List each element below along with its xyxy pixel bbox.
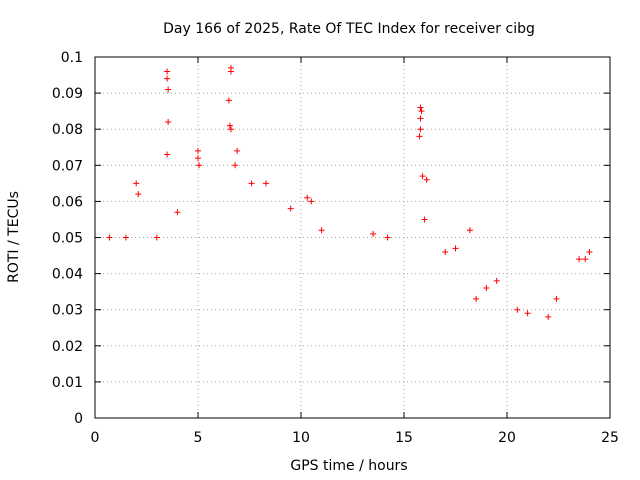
data-point [473,295,480,302]
chart-title: Day 166 of 2025, Rate Of TEC Index for r… [163,21,535,37]
x-tick-label: 15 [395,430,413,446]
data-point [153,234,160,241]
data-point [165,86,172,93]
y-tick-label: 0.01 [52,375,83,391]
y-axis-label: ROTI / TECUs [6,191,22,283]
x-tick-label: 20 [498,430,516,446]
data-point [287,205,294,212]
data-point [234,147,241,154]
data-point [417,115,424,122]
y-tick-label: 0.03 [52,303,83,319]
data-point [164,151,171,158]
data-point [225,97,232,104]
data-point [135,191,142,198]
data-point [196,162,203,169]
data-point [384,234,391,241]
y-tick-label: 0.1 [61,50,83,66]
data-point [419,173,426,180]
data-point [195,155,201,162]
data-point [452,245,459,252]
data-point [576,256,583,263]
data-point [524,310,531,317]
data-point [318,227,325,234]
data-point [133,180,140,187]
y-tick-label: 0.05 [52,231,83,247]
data-point [370,230,377,237]
y-tick-label: 0.06 [52,194,83,210]
data-point [227,68,234,75]
data-point [304,194,311,201]
y-tick-label: 0.02 [52,339,83,355]
x-axis-label: GPS time / hours [290,458,407,474]
y-tick-label: 0.08 [52,122,83,138]
data-point [418,108,425,115]
data-point [262,180,269,187]
data-point [442,248,449,255]
data-point [232,162,239,169]
plot-frame [94,56,611,419]
x-tick-label: 25 [601,430,619,446]
data-point [493,277,500,284]
data-point [164,75,171,82]
data-points [106,64,593,320]
data-point [417,104,424,111]
data-point [122,234,129,241]
x-tick-label: 5 [194,430,203,446]
data-point [308,198,315,205]
data-point [226,122,233,129]
data-point [423,176,430,183]
x-tick-label: 0 [91,430,100,446]
data-point [466,227,473,234]
data-point [582,256,589,263]
data-point [514,306,521,313]
data-point [416,133,423,140]
data-point [248,180,255,187]
y-tick-label: 0.09 [52,86,83,102]
y-tick-label: 0.04 [52,267,83,283]
grid-lines [95,57,610,418]
data-point [417,126,424,133]
data-point [195,147,201,154]
data-point [483,285,490,292]
data-point [545,313,552,320]
data-point [164,68,171,75]
data-point [586,248,593,255]
data-point [553,295,560,302]
data-point [174,209,181,216]
y-tick-label: 0.07 [52,158,83,174]
x-tick-label: 10 [292,430,310,446]
data-point [227,126,234,133]
y-tick-label: 0 [74,411,83,427]
axis-ticks: 0 5 10 15 20 25 0 0.01 0.02 0.03 0.04 0.05 0.06 0.07 0… [52,50,619,446]
data-point [421,216,428,223]
data-point [106,234,113,241]
data-point [165,118,172,125]
